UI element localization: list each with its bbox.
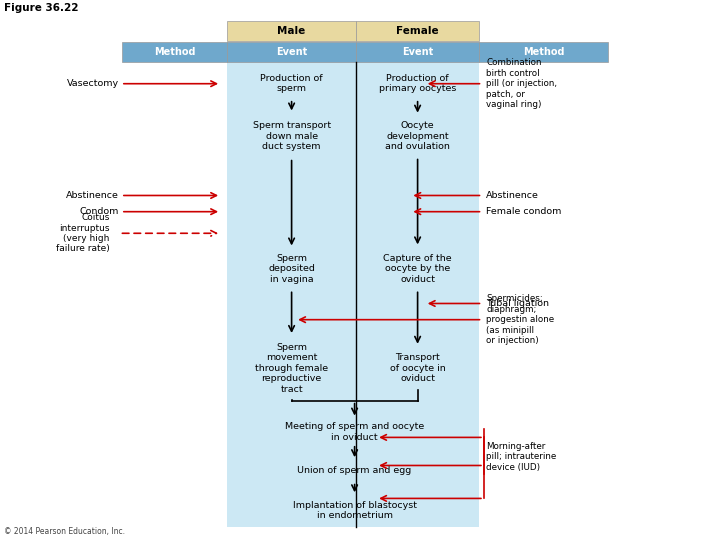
Text: Production of
sperm: Production of sperm (261, 74, 323, 93)
Text: Event: Event (402, 47, 433, 57)
Text: © 2014 Pearson Education, Inc.: © 2014 Pearson Education, Inc. (4, 526, 125, 536)
Text: Meeting of sperm and oocyte
in oviduct: Meeting of sperm and oocyte in oviduct (285, 422, 424, 442)
FancyBboxPatch shape (356, 42, 479, 62)
Text: Vasectomy: Vasectomy (67, 79, 119, 88)
FancyBboxPatch shape (227, 21, 356, 41)
Text: Sperm
deposited
in vagina: Sperm deposited in vagina (268, 254, 315, 284)
Text: Capture of the
oocyte by the
oviduct: Capture of the oocyte by the oviduct (383, 254, 452, 284)
Text: Method: Method (154, 47, 195, 57)
Text: Combination
birth control
pill (or injection,
patch, or
vaginal ring): Combination birth control pill (or injec… (486, 58, 557, 109)
FancyBboxPatch shape (122, 42, 227, 62)
FancyBboxPatch shape (227, 42, 356, 62)
Text: Female condom: Female condom (486, 207, 562, 216)
Text: Figure 36.22: Figure 36.22 (4, 3, 78, 13)
Text: Sperm
movement
through female
reproductive
tract: Sperm movement through female reproducti… (255, 343, 328, 394)
FancyBboxPatch shape (227, 42, 479, 526)
Text: Implantation of blastocyst
in endometrium: Implantation of blastocyst in endometriu… (292, 501, 417, 520)
Text: Condom: Condom (79, 207, 119, 216)
Text: Union of sperm and egg: Union of sperm and egg (297, 467, 412, 475)
FancyBboxPatch shape (356, 21, 479, 41)
FancyBboxPatch shape (479, 42, 608, 62)
Text: Female: Female (396, 26, 439, 36)
Text: Morning-after
pill; intrauterine
device (IUD): Morning-after pill; intrauterine device … (486, 442, 557, 472)
Text: Abstinence: Abstinence (66, 191, 119, 200)
Text: Transport
of oocyte in
oviduct: Transport of oocyte in oviduct (390, 353, 446, 383)
Text: Abstinence: Abstinence (486, 191, 539, 200)
Text: Tubal ligation: Tubal ligation (486, 299, 549, 308)
Text: Production of
primary oocytes: Production of primary oocytes (379, 74, 456, 93)
Text: Oocyte
development
and ovulation: Oocyte development and ovulation (385, 121, 450, 151)
Text: Sperm transport
down male
duct system: Sperm transport down male duct system (253, 121, 330, 151)
Text: Event: Event (276, 47, 307, 57)
Text: Spermicides;
diaphragm;
progestin alone
(as minipill
or injection): Spermicides; diaphragm; progestin alone … (486, 294, 554, 345)
Text: Coitus
interruptus
(very high
failure rate): Coitus interruptus (very high failure ra… (55, 213, 109, 253)
Text: Method: Method (523, 47, 564, 57)
Text: Male: Male (277, 26, 306, 36)
